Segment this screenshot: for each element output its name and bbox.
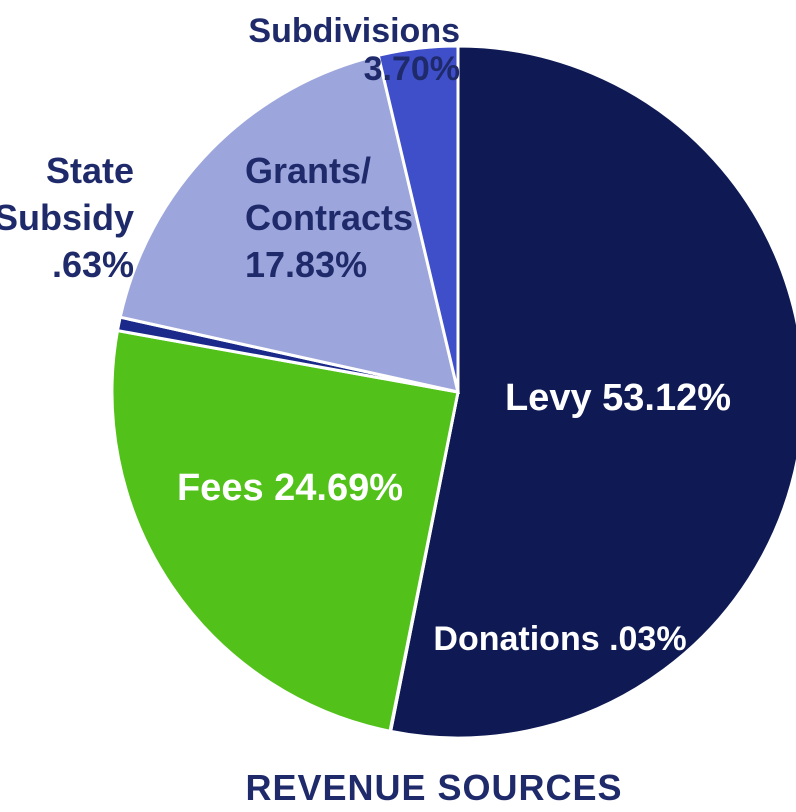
chart-title: REVENUE SOURCES bbox=[245, 767, 622, 808]
slice-label-line: Fees 24.69% bbox=[177, 467, 403, 509]
slice-label-line: 3.70% bbox=[364, 50, 460, 88]
slice-label-line: Levy 53.12% bbox=[505, 377, 731, 419]
pie-slice-levy bbox=[388, 44, 796, 740]
pie-slices bbox=[110, 44, 796, 740]
slice-label-line: State bbox=[46, 150, 134, 191]
slice-label-line: Subdivisions bbox=[248, 12, 460, 50]
slice-label-line: Donations .03% bbox=[433, 620, 686, 658]
slice-label-line: .63% bbox=[52, 244, 134, 285]
slice-label-line: Grants/ bbox=[245, 150, 371, 191]
pie-slice-fees bbox=[110, 328, 460, 734]
slice-label-state-subsidy: State Subsidy .63% bbox=[0, 150, 134, 285]
pie-slice-subdivisions bbox=[376, 44, 460, 393]
slice-label-donations: Donations .03% bbox=[433, 620, 686, 658]
slice-label-fees: Fees 24.69% bbox=[177, 467, 403, 509]
slice-label-subdivisions: Subdivisions 3.70% bbox=[248, 12, 460, 88]
pie-slice-grants-contracts bbox=[118, 53, 461, 394]
slice-label-line: 17.83% bbox=[245, 244, 367, 285]
pie-labels: Levy 53.12% Donations .03% Fees 24.69% Stat… bbox=[0, 12, 731, 658]
slice-label-grants-contracts: Grants/Contracts 17.83% bbox=[245, 150, 413, 285]
slice-label-line: Subsidy bbox=[0, 197, 134, 238]
slice-label-line: Contracts bbox=[245, 197, 413, 238]
slice-label-levy: Levy 53.12% bbox=[505, 377, 731, 419]
